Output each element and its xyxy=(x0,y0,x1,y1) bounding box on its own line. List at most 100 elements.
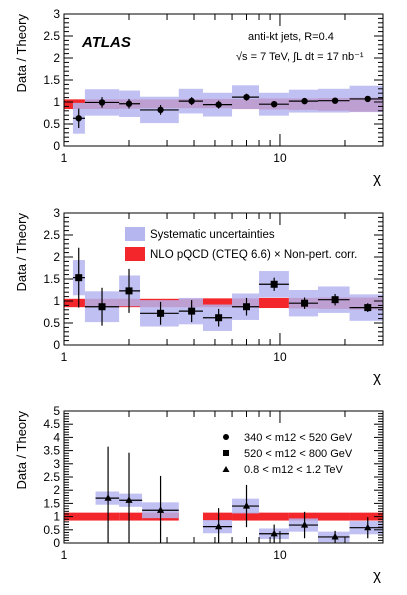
data-point xyxy=(188,307,196,315)
annotation-jets: anti-kt jets, R=0.4 xyxy=(248,31,334,43)
nlo-band-segment xyxy=(317,512,350,521)
x-tick-label: 10 xyxy=(273,350,287,364)
data-point xyxy=(156,506,165,513)
x-axis-label: χ xyxy=(373,369,381,386)
data-point xyxy=(215,101,222,108)
data-point xyxy=(125,496,133,503)
x-tick-label: 1 xyxy=(61,151,68,165)
data-point xyxy=(125,100,133,107)
data-point xyxy=(331,296,339,304)
nlo-band-segment xyxy=(119,512,143,521)
data-point xyxy=(215,522,223,530)
bands-layer xyxy=(64,85,383,134)
data-point xyxy=(104,494,112,501)
nlo-band-segment xyxy=(259,512,289,521)
data-point xyxy=(331,532,339,540)
y-tick-label: 1.5 xyxy=(43,272,60,286)
y-tick-label: 5 xyxy=(53,404,60,418)
legend: 340 < m12 < 520 GeV 520 < m12 < 800 GeV … xyxy=(222,432,353,476)
data-point xyxy=(364,523,372,531)
panel-bottom: 00.511.522.533.544.551 10 Data / Theory χ… xyxy=(14,404,384,584)
data-point xyxy=(98,303,106,311)
points-layer xyxy=(95,446,383,543)
atlas-label: ATLAS xyxy=(81,34,131,51)
points-layer xyxy=(72,247,383,327)
data-point xyxy=(301,299,309,307)
data-point xyxy=(300,521,309,528)
y-tick-label: 2 xyxy=(53,250,60,264)
y-tick-label: 4 xyxy=(53,430,60,444)
panel-middle: 0 0.5 1 1.5 2 2.5 3 1 10 Data / Theory χ Systema… xyxy=(14,206,384,386)
nlo-band-segment xyxy=(64,512,120,521)
data-point xyxy=(242,502,251,509)
data-point xyxy=(243,303,251,311)
y-tick-label: 1.5 xyxy=(43,496,60,510)
axes-layer: 0 0.5 1 1.5 2 2.5 3 1 10 xyxy=(43,7,384,165)
axes-layer: 00.511.522.533.544.551 10 xyxy=(43,404,384,562)
data-point xyxy=(188,97,195,105)
y-tick-label: 4.5 xyxy=(43,417,60,431)
y-axis-label: Data / Theory xyxy=(14,14,29,93)
y-axis-label: Data / Theory xyxy=(14,213,29,292)
legend-label-mass-3: 0.8 < m12 < 1.2 TeV xyxy=(244,464,344,476)
data-point xyxy=(75,115,82,122)
nlo-band-segment xyxy=(202,512,233,521)
data-point xyxy=(270,529,278,537)
x-axis-label: χ xyxy=(373,567,381,584)
legend-label-systematic: Systematic uncertainties xyxy=(150,229,275,241)
nlo-band-segment xyxy=(202,298,233,308)
y-tick-label: 3 xyxy=(53,7,60,21)
axes-layer: 0 0.5 1 1.5 2 2.5 3 1 10 xyxy=(43,206,384,364)
y-tick-label: 1 xyxy=(53,510,60,524)
y-tick-label: 2.5 xyxy=(43,228,60,242)
y-tick-label: 1.5 xyxy=(43,73,60,87)
legend-marker-triangle xyxy=(222,466,230,472)
y-tick-label: 2 xyxy=(53,483,60,497)
nlo-band-segment xyxy=(64,298,85,308)
data-point xyxy=(243,93,250,101)
annotation-energy: √s = 7 TeV, ∫L dt = 17 nb⁻¹ xyxy=(236,51,364,63)
y-tick-label: 2 xyxy=(53,51,60,65)
y-tick-label: 3.5 xyxy=(43,444,60,458)
x-tick-label: 10 xyxy=(273,151,287,165)
nlo-band-segment xyxy=(259,297,289,309)
y-tick-label: 0.5 xyxy=(43,316,60,330)
nlo-band-segment xyxy=(232,512,260,521)
data-point xyxy=(301,97,308,105)
x-tick-label: 1 xyxy=(61,350,68,364)
data-point xyxy=(364,95,371,103)
data-point xyxy=(157,106,164,114)
panel-top: 0 0.5 1 1.5 2 2.5 3 1 10 Data / Theory χ ATLAS a… xyxy=(14,7,384,187)
data-point xyxy=(270,101,278,108)
legend-marker-circle xyxy=(223,434,229,440)
data-point xyxy=(331,97,339,104)
nlo-band-segment xyxy=(288,512,318,521)
legend-label-nlo: NLO pQCD (CTEQ 6.6) × Non-pert. corr. xyxy=(150,249,357,261)
y-tick-label: 1 xyxy=(53,294,60,308)
data-point xyxy=(125,287,133,295)
y-tick-label: 0.5 xyxy=(43,117,60,131)
data-point xyxy=(98,99,106,106)
y-tick-label: 0 xyxy=(53,536,60,550)
data-point xyxy=(364,304,372,312)
y-tick-label: 2.5 xyxy=(43,470,60,484)
legend-swatch-systematic xyxy=(125,227,145,241)
data-point xyxy=(75,274,83,282)
data-point xyxy=(215,314,223,322)
y-tick-label: 2.5 xyxy=(43,29,60,43)
x-axis-label: χ xyxy=(373,170,381,187)
legend-label-mass-2: 520 < m12 < 800 GeV xyxy=(244,448,353,460)
y-axis-label: Data / Theory xyxy=(14,411,29,490)
x-tick-label: 1 xyxy=(61,548,68,562)
y-tick-label: 0 xyxy=(53,139,60,153)
points-layer xyxy=(72,93,383,128)
legend-label-mass-1: 340 < m12 < 520 GeV xyxy=(244,432,353,444)
y-tick-label: 1 xyxy=(53,95,60,109)
legend-swatch-nlo xyxy=(125,247,145,261)
data-point xyxy=(157,309,165,317)
nlo-band-segment xyxy=(349,512,383,521)
legend: Systematic uncertainties NLO pQCD (CTEQ … xyxy=(125,227,357,261)
y-tick-label: 0 xyxy=(53,338,60,352)
x-tick-label: 10 xyxy=(273,548,287,562)
